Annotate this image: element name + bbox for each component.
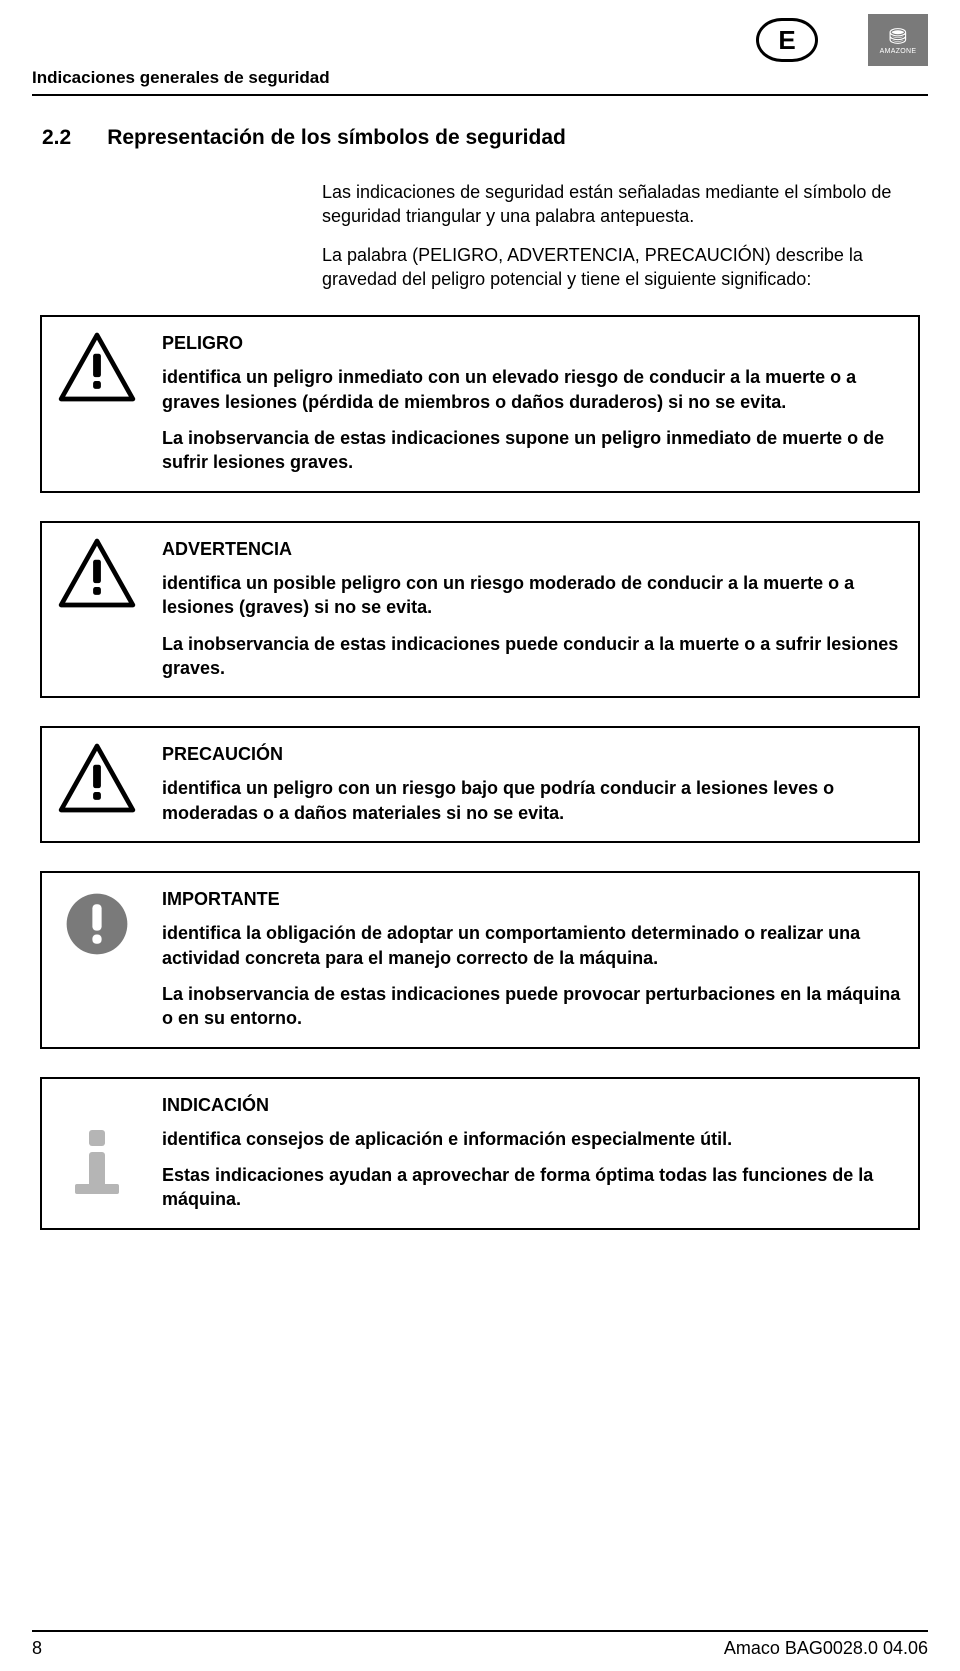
warning-triangle-icon xyxy=(42,728,152,841)
warning-paragraph: Estas indicaciones ayudan a aprovechar d… xyxy=(162,1163,904,1212)
section-title: Representación de los símbolos de seguri… xyxy=(107,126,566,150)
warning-triangle-icon xyxy=(42,317,152,490)
brand-logo-icon: ⛃ AMAZONE xyxy=(868,14,928,66)
warning-content: ADVERTENCIA identifica un posible peligr… xyxy=(152,523,918,696)
page-number: 8 xyxy=(32,1638,42,1659)
warning-content: INDICACIÓN identifica consejos de aplica… xyxy=(152,1079,918,1228)
warning-paragraph: identifica un peligro inmediato con un e… xyxy=(162,365,904,414)
intro-paragraph: La palabra (PELIGRO, ADVERTENCIA, PRECAU… xyxy=(322,243,918,292)
warning-content: PELIGRO identifica un peligro inmediato … xyxy=(152,317,918,490)
page: E ⛃ AMAZONE Indicaciones generales de se… xyxy=(0,0,960,1671)
warning-title: IMPORTANTE xyxy=(162,887,904,911)
logo-text: AMAZONE xyxy=(880,48,917,55)
warning-title: PRECAUCIÓN xyxy=(162,742,904,766)
section-number: 2.2 xyxy=(42,126,71,150)
warning-paragraph: La inobservancia de estas indicaciones p… xyxy=(162,982,904,1031)
warning-paragraph: identifica la obligación de adoptar un c… xyxy=(162,921,904,970)
warning-paragraph: identifica un peligro con un riesgo bajo… xyxy=(162,776,904,825)
warning-box-precaucion: PRECAUCIÓN identifica un peligro con un … xyxy=(40,726,920,843)
page-footer: 8 Amaco BAG0028.0 04.06 xyxy=(32,1630,928,1659)
warning-content: PRECAUCIÓN identifica un peligro con un … xyxy=(152,728,918,841)
warning-box-peligro: PELIGRO identifica un peligro inmediato … xyxy=(40,315,920,492)
tractor-icon: ⛃ xyxy=(889,26,908,48)
warning-title: INDICACIÓN xyxy=(162,1093,904,1117)
breadcrumb: Indicaciones generales de seguridad xyxy=(32,68,928,96)
warning-box-importante: IMPORTANTE identifica la obligación de a… xyxy=(40,871,920,1048)
section-heading: 2.2 Representación de los símbolos de se… xyxy=(42,126,928,150)
warning-box-advertencia: ADVERTENCIA identifica un posible peligr… xyxy=(40,521,920,698)
warning-title: ADVERTENCIA xyxy=(162,537,904,561)
language-badge-icon: E xyxy=(756,18,818,62)
header-row: E xyxy=(32,18,928,62)
doc-reference: Amaco BAG0028.0 04.06 xyxy=(724,1638,928,1659)
warning-paragraph: La inobservancia de estas indicaciones s… xyxy=(162,426,904,475)
warning-paragraph: identifica consejos de aplicación e info… xyxy=(162,1127,904,1151)
warning-triangle-icon xyxy=(42,523,152,696)
intro-paragraph: Las indicaciones de seguridad están seña… xyxy=(322,180,918,229)
warning-paragraph: identifica un posible peligro con un rie… xyxy=(162,571,904,620)
warning-box-indicacion: INDICACIÓN identifica consejos de aplica… xyxy=(40,1077,920,1230)
important-circle-icon xyxy=(42,873,152,1046)
warning-title: PELIGRO xyxy=(162,331,904,355)
section-intro: Las indicaciones de seguridad están seña… xyxy=(322,180,918,291)
warning-content: IMPORTANTE identifica la obligación de a… xyxy=(152,873,918,1046)
warning-paragraph: La inobservancia de estas indicaciones p… xyxy=(162,632,904,681)
info-icon xyxy=(42,1079,152,1228)
